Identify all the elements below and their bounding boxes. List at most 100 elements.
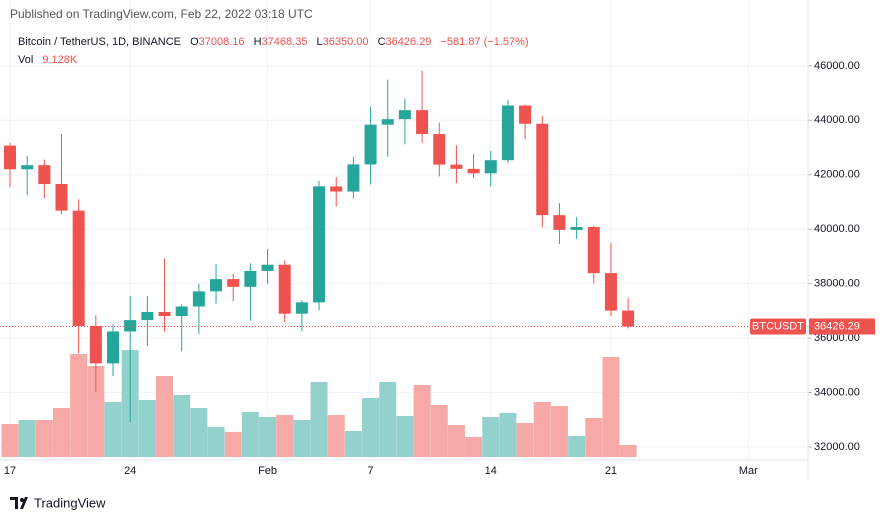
volume-bar — [362, 398, 380, 457]
y-tick-label: 34000.00 — [814, 386, 860, 398]
candle-body — [38, 165, 51, 184]
candle-body — [553, 215, 566, 230]
volume-bar — [18, 420, 36, 457]
volume-bar — [379, 382, 397, 457]
l-value: 36350.00 — [323, 36, 369, 48]
candle-body — [484, 160, 497, 174]
y-tick-label: 32000.00 — [814, 441, 860, 453]
candle-body — [278, 264, 291, 314]
candle-body — [604, 273, 617, 311]
l-key: L — [317, 36, 323, 48]
candle-body — [347, 164, 360, 192]
candle-body — [467, 168, 480, 174]
candle-body — [4, 145, 16, 170]
volume-bar — [533, 402, 551, 457]
volume-bar — [35, 420, 53, 457]
volume-bar — [499, 413, 517, 457]
axes: 32000.00 34000.00 36000.00 38000.00 40000.00… — [4, 60, 875, 477]
candle-body — [158, 311, 171, 317]
volume-bar — [310, 382, 328, 457]
volume-bar — [413, 385, 431, 457]
brand-logo: TradingView — [10, 495, 106, 510]
y-tick-label: 42000.00 — [814, 169, 860, 181]
y-tick-label: 38000.00 — [814, 278, 860, 290]
volume-bar — [156, 376, 174, 457]
volume-bar — [173, 395, 191, 457]
volume-bar — [293, 420, 311, 457]
vol-value: 9.128K — [42, 54, 78, 66]
x-tick-label: Mar — [739, 465, 758, 477]
candles — [0, 70, 808, 422]
volume-bar — [224, 432, 242, 457]
candle-body — [141, 311, 154, 321]
candle-body — [381, 119, 394, 125]
c-key: C — [378, 36, 386, 48]
volume-bar — [70, 354, 88, 457]
volume-bar — [138, 400, 156, 457]
volume-bar — [396, 416, 414, 457]
y-tick-label: 46000.00 — [814, 60, 860, 72]
legend: Bitcoin / TetherUS, 1D, BINANCE O37008.1… — [18, 36, 529, 66]
candle-body — [622, 310, 635, 327]
candle-body — [501, 105, 514, 161]
candle-body — [433, 134, 446, 165]
price-badge — [809, 318, 875, 335]
candle-body — [55, 184, 68, 211]
candle-body — [21, 165, 34, 170]
price-label: 36426.29 — [814, 320, 860, 332]
published-title: Published on TradingView.com, Feb 22, 20… — [10, 7, 313, 21]
volume-bar — [344, 431, 362, 457]
volume-legend: Vol 9.128K — [18, 54, 78, 66]
x-tick-label: 17 — [4, 465, 16, 477]
candle-body — [570, 227, 583, 230]
symbol-badge — [750, 318, 806, 335]
candle-body — [89, 325, 102, 364]
candle-body — [450, 164, 463, 169]
o-key: O — [190, 36, 199, 48]
candle-body — [364, 124, 377, 165]
symbol-label: BTCUSDT — [752, 320, 804, 332]
x-tick-label: 21 — [605, 465, 617, 477]
o-value: 37008.16 — [199, 36, 245, 48]
volume-bar — [104, 402, 122, 457]
candle-body — [210, 279, 223, 292]
h-value: 37468.35 — [262, 36, 308, 48]
volume-bar — [482, 417, 500, 457]
y-tick-label: 36000.00 — [814, 332, 860, 344]
y-tick-label: 44000.00 — [814, 114, 860, 126]
candle-body — [261, 264, 274, 271]
candle-body — [227, 279, 240, 287]
brand-name: TradingView — [34, 495, 106, 510]
volume-bar — [465, 437, 483, 457]
candle-body — [244, 270, 257, 287]
candle-body — [587, 227, 600, 274]
volume-bar — [276, 415, 294, 457]
grid — [0, 0, 808, 460]
x-tick-label: 7 — [368, 465, 374, 477]
candle-body — [536, 123, 549, 216]
candle-body — [175, 306, 188, 317]
y-tick-label: 40000.00 — [814, 223, 860, 235]
volume-bar — [585, 418, 603, 457]
candle-body — [107, 331, 120, 364]
candle-body — [519, 105, 532, 124]
volume-bar — [241, 412, 259, 457]
candle-body — [416, 110, 429, 135]
volume-bar — [602, 357, 620, 457]
candle-body — [124, 320, 137, 332]
volume-bar — [447, 425, 465, 457]
legend-line: Bitcoin / TetherUS, 1D, BINANCE O37008.1… — [18, 36, 529, 48]
volume-bar — [516, 423, 534, 457]
candle-body — [192, 291, 205, 307]
change: −581.87 (−1.57%) — [441, 36, 529, 48]
volume-bar — [619, 444, 637, 457]
x-tick-label: 24 — [124, 465, 136, 477]
x-tick-label: 14 — [485, 465, 497, 477]
volume-bar — [568, 436, 586, 457]
symbol: Bitcoin / TetherUS, 1D, BINANCE — [18, 36, 181, 48]
vol-key: Vol — [18, 54, 33, 66]
h-key: H — [254, 36, 262, 48]
c-value: 36426.29 — [386, 36, 432, 48]
